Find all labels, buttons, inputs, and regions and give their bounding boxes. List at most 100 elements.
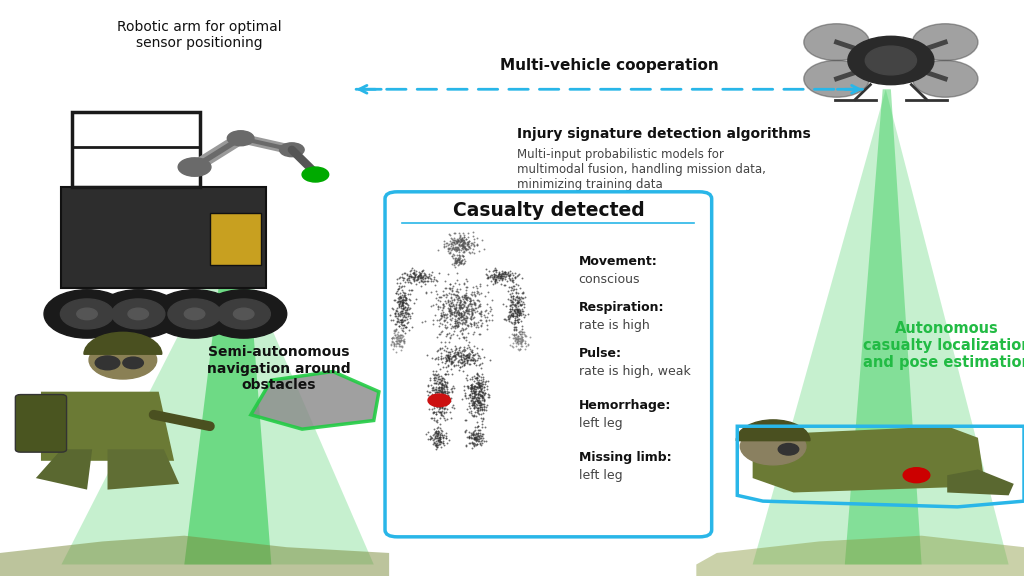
Point bbox=[451, 313, 467, 322]
Point bbox=[395, 295, 412, 304]
Point bbox=[435, 308, 452, 317]
Point bbox=[434, 363, 451, 372]
Point bbox=[464, 304, 480, 313]
Point bbox=[427, 392, 443, 401]
Point bbox=[442, 314, 459, 324]
Point bbox=[444, 244, 461, 253]
Point bbox=[456, 298, 472, 307]
Point bbox=[438, 397, 455, 407]
Point bbox=[464, 384, 480, 393]
Point bbox=[466, 433, 482, 442]
Point bbox=[451, 254, 467, 263]
Point bbox=[446, 305, 463, 314]
Point bbox=[412, 270, 428, 279]
Point bbox=[468, 389, 484, 399]
Point bbox=[460, 405, 476, 414]
Point bbox=[453, 284, 469, 293]
Point bbox=[497, 269, 513, 278]
Point bbox=[513, 334, 529, 343]
Point bbox=[453, 302, 469, 312]
Point bbox=[436, 389, 453, 398]
Point bbox=[455, 350, 471, 359]
Point bbox=[437, 352, 454, 361]
Circle shape bbox=[865, 46, 916, 75]
Point bbox=[439, 386, 456, 396]
Point bbox=[447, 256, 464, 266]
Point bbox=[427, 281, 443, 290]
Point bbox=[508, 325, 524, 334]
Point bbox=[458, 315, 474, 324]
Point bbox=[399, 276, 416, 285]
Point bbox=[427, 438, 443, 448]
Point bbox=[443, 292, 460, 301]
Point bbox=[453, 241, 469, 250]
Point bbox=[451, 348, 467, 358]
Point bbox=[442, 354, 459, 363]
Point bbox=[502, 276, 518, 285]
Point bbox=[440, 249, 457, 258]
Point bbox=[446, 316, 463, 325]
Point bbox=[467, 440, 483, 449]
Point bbox=[391, 289, 408, 298]
Point bbox=[507, 306, 523, 315]
Point bbox=[438, 369, 455, 378]
Point bbox=[435, 291, 452, 300]
Point bbox=[434, 300, 451, 309]
Point bbox=[515, 306, 531, 316]
Point bbox=[502, 289, 518, 298]
Point bbox=[469, 403, 485, 412]
Point bbox=[394, 331, 411, 340]
Point bbox=[455, 312, 471, 321]
Point bbox=[445, 300, 462, 309]
Point bbox=[426, 403, 442, 412]
Point bbox=[435, 432, 452, 441]
Point bbox=[466, 305, 482, 314]
Point bbox=[449, 268, 465, 278]
Point bbox=[443, 353, 460, 362]
Polygon shape bbox=[696, 536, 1024, 576]
Point bbox=[502, 310, 518, 320]
Point bbox=[426, 376, 442, 385]
Point bbox=[474, 318, 490, 327]
Point bbox=[455, 328, 471, 338]
Point bbox=[443, 357, 460, 366]
Point bbox=[514, 304, 530, 313]
Point bbox=[436, 386, 453, 395]
Point bbox=[510, 305, 526, 314]
Point bbox=[401, 303, 418, 312]
Point bbox=[456, 361, 472, 370]
Point bbox=[437, 381, 454, 391]
Point bbox=[450, 236, 466, 245]
Point bbox=[461, 236, 477, 245]
Point bbox=[463, 397, 479, 406]
Point bbox=[455, 235, 471, 244]
Point bbox=[428, 392, 444, 401]
Point bbox=[427, 276, 443, 285]
Point bbox=[397, 308, 414, 317]
Point bbox=[432, 437, 449, 446]
Point bbox=[394, 320, 411, 329]
Point bbox=[451, 255, 467, 264]
Point bbox=[517, 332, 534, 341]
Point bbox=[469, 396, 485, 406]
Point bbox=[415, 274, 431, 283]
Point bbox=[460, 352, 476, 361]
Point bbox=[396, 328, 413, 338]
Point bbox=[468, 393, 484, 403]
Point bbox=[469, 382, 485, 391]
Point bbox=[471, 437, 487, 446]
Point bbox=[465, 430, 481, 439]
Point bbox=[428, 294, 444, 303]
Point bbox=[445, 290, 462, 299]
Point bbox=[459, 353, 475, 362]
Point bbox=[415, 266, 431, 275]
Point bbox=[500, 286, 516, 295]
Point bbox=[432, 434, 449, 444]
Point bbox=[429, 289, 445, 298]
Point bbox=[510, 331, 526, 340]
Point bbox=[464, 356, 480, 365]
Point bbox=[502, 304, 518, 313]
Point bbox=[436, 342, 453, 351]
Point bbox=[440, 352, 457, 361]
Point bbox=[506, 320, 522, 329]
